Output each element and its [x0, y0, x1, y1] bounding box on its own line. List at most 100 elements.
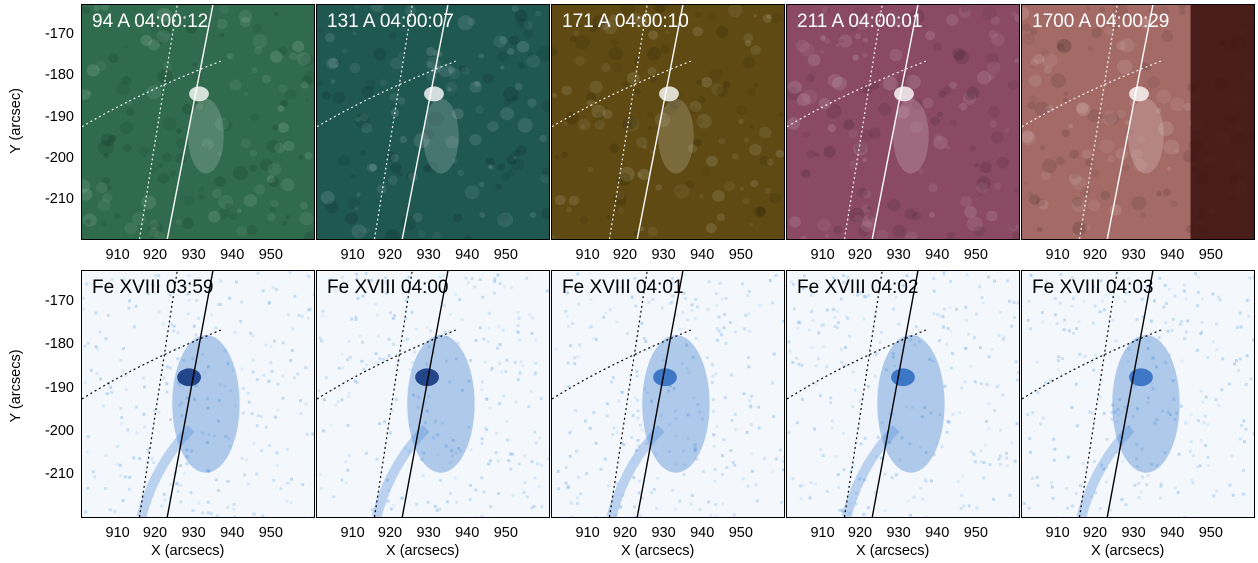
slit-line-arc [552, 329, 692, 400]
x-tick-label: 920 [612, 525, 638, 541]
slit-line-vertical [608, 5, 648, 239]
x-axis-label: X (arcsecs) [1091, 543, 1165, 559]
panel-image [552, 271, 784, 517]
panel-image [1022, 271, 1254, 517]
panel-title: 171 A 04:00:10 [562, 11, 689, 32]
slit-line-vertical [843, 5, 883, 239]
x-tick-label: 910 [810, 247, 835, 263]
limb-line [871, 5, 919, 239]
limb-line [166, 5, 214, 239]
x-tick-label: 930 [651, 525, 676, 541]
x-tick-label: 940 [220, 247, 245, 263]
x-axis-label: X (arcsecs) [151, 543, 225, 559]
limb-line [401, 5, 449, 239]
slit-line-vertical [843, 271, 883, 517]
y-tick-label: -190 [44, 108, 74, 125]
slit-line-arc [787, 329, 927, 400]
x-tick-label: 950 [493, 525, 518, 541]
x-tick-label: 940 [455, 525, 480, 541]
x-tick-label: 910 [575, 525, 600, 541]
x-tick-label: 910 [575, 247, 600, 263]
x-tick-label: 950 [963, 525, 988, 541]
x-tick-label: 910 [105, 247, 130, 263]
panel-image [787, 271, 1019, 517]
slit-line-arc [1022, 60, 1162, 128]
slit-line-vertical [373, 271, 413, 517]
slit-line-vertical [608, 271, 648, 517]
limb-line [1106, 271, 1154, 517]
x-tick-label: 950 [1198, 247, 1223, 263]
panel-image [82, 5, 314, 239]
x-tick-label: 940 [1160, 525, 1185, 541]
top-y-axis-label: Y (arcsec) [8, 88, 24, 154]
x-tick-label: 940 [455, 247, 480, 263]
panel-image [552, 5, 784, 239]
image-panel-top-4: 211 A 04:00:01 [786, 4, 1020, 240]
y-tick-label: -210 [44, 466, 74, 483]
y-tick-label: -200 [44, 423, 74, 440]
slit-line-arc [317, 60, 457, 128]
image-panel-bottom-2: Fe XVIII 04:00 [316, 270, 550, 518]
x-tick-label: 910 [105, 525, 130, 541]
x-tick-label: 920 [1082, 247, 1108, 263]
x-tick-label: 930 [416, 525, 441, 541]
x-tick-label: 950 [728, 525, 753, 541]
panel-title: Fe XVIII 04:00 [327, 277, 449, 298]
panel-title: Fe XVIII 04:03 [1032, 277, 1154, 298]
panel-image [82, 271, 314, 517]
x-tick-label: 930 [651, 247, 676, 263]
limb-line [871, 271, 919, 517]
x-tick-label: 910 [810, 525, 835, 541]
slit-line-vertical [138, 5, 178, 239]
limb-line [1106, 5, 1154, 239]
image-panel-top-3: 171 A 04:00:10 [551, 4, 785, 240]
x-tick-label: 910 [340, 525, 365, 541]
image-panel-top-2: 131 A 04:00:07 [316, 4, 550, 240]
y-tick-label: -170 [44, 26, 74, 43]
x-tick-label: 920 [847, 247, 873, 263]
slit-line-arc [787, 60, 927, 128]
y-tick-label: -190 [44, 379, 74, 396]
image-panel-bottom-4: Fe XVIII 04:02 [786, 270, 1020, 518]
slit-line-arc [317, 329, 457, 400]
x-tick-label: 920 [377, 525, 403, 541]
x-tick-label: 910 [1045, 247, 1070, 263]
x-tick-label: 950 [963, 247, 988, 263]
x-axis-label: X (arcsecs) [386, 543, 460, 559]
y-tick-label: -200 [44, 150, 74, 167]
image-panel-bottom-5: Fe XVIII 04:03 [1021, 270, 1255, 518]
panel-title: 211 A 04:00:01 [797, 11, 923, 32]
x-tick-label: 940 [1160, 247, 1185, 263]
x-axis-label: X (arcsecs) [856, 543, 930, 559]
y-tick-label: -180 [44, 67, 74, 84]
y-tick-label: -210 [44, 191, 74, 208]
x-tick-label: 950 [258, 247, 283, 263]
panel-image [317, 271, 549, 517]
x-tick-label: 930 [181, 247, 206, 263]
y-tick-label: -180 [44, 336, 74, 353]
slit-line-vertical [1078, 271, 1118, 517]
x-tick-label: 910 [1045, 525, 1070, 541]
slit-line-arc [1022, 329, 1162, 400]
bottom-y-axis-label: Y (arcsecs) [8, 349, 24, 423]
x-tick-label: 950 [728, 247, 753, 263]
limb-line [401, 271, 449, 517]
panel-image [787, 5, 1019, 239]
x-tick-label: 930 [181, 525, 206, 541]
x-tick-label: 920 [847, 525, 873, 541]
slit-line-vertical [373, 5, 413, 239]
x-tick-label: 940 [220, 525, 245, 541]
x-tick-label: 920 [1082, 525, 1108, 541]
panel-title: 131 A 04:00:07 [327, 11, 454, 32]
image-panel-top-1: 94 A 04:00:12 [81, 4, 315, 240]
x-tick-label: 910 [340, 247, 365, 263]
x-tick-label: 950 [493, 247, 518, 263]
panel-title: 94 A 04:00:12 [92, 11, 209, 32]
image-panel-bottom-1: Fe XVIII 03:59 [81, 270, 315, 518]
x-tick-label: 930 [1121, 247, 1146, 263]
x-tick-label: 930 [416, 247, 441, 263]
slit-line-arc [82, 329, 222, 400]
x-tick-label: 940 [925, 525, 950, 541]
image-panel-top-5: 1700 A 04:00:29 [1021, 4, 1255, 240]
